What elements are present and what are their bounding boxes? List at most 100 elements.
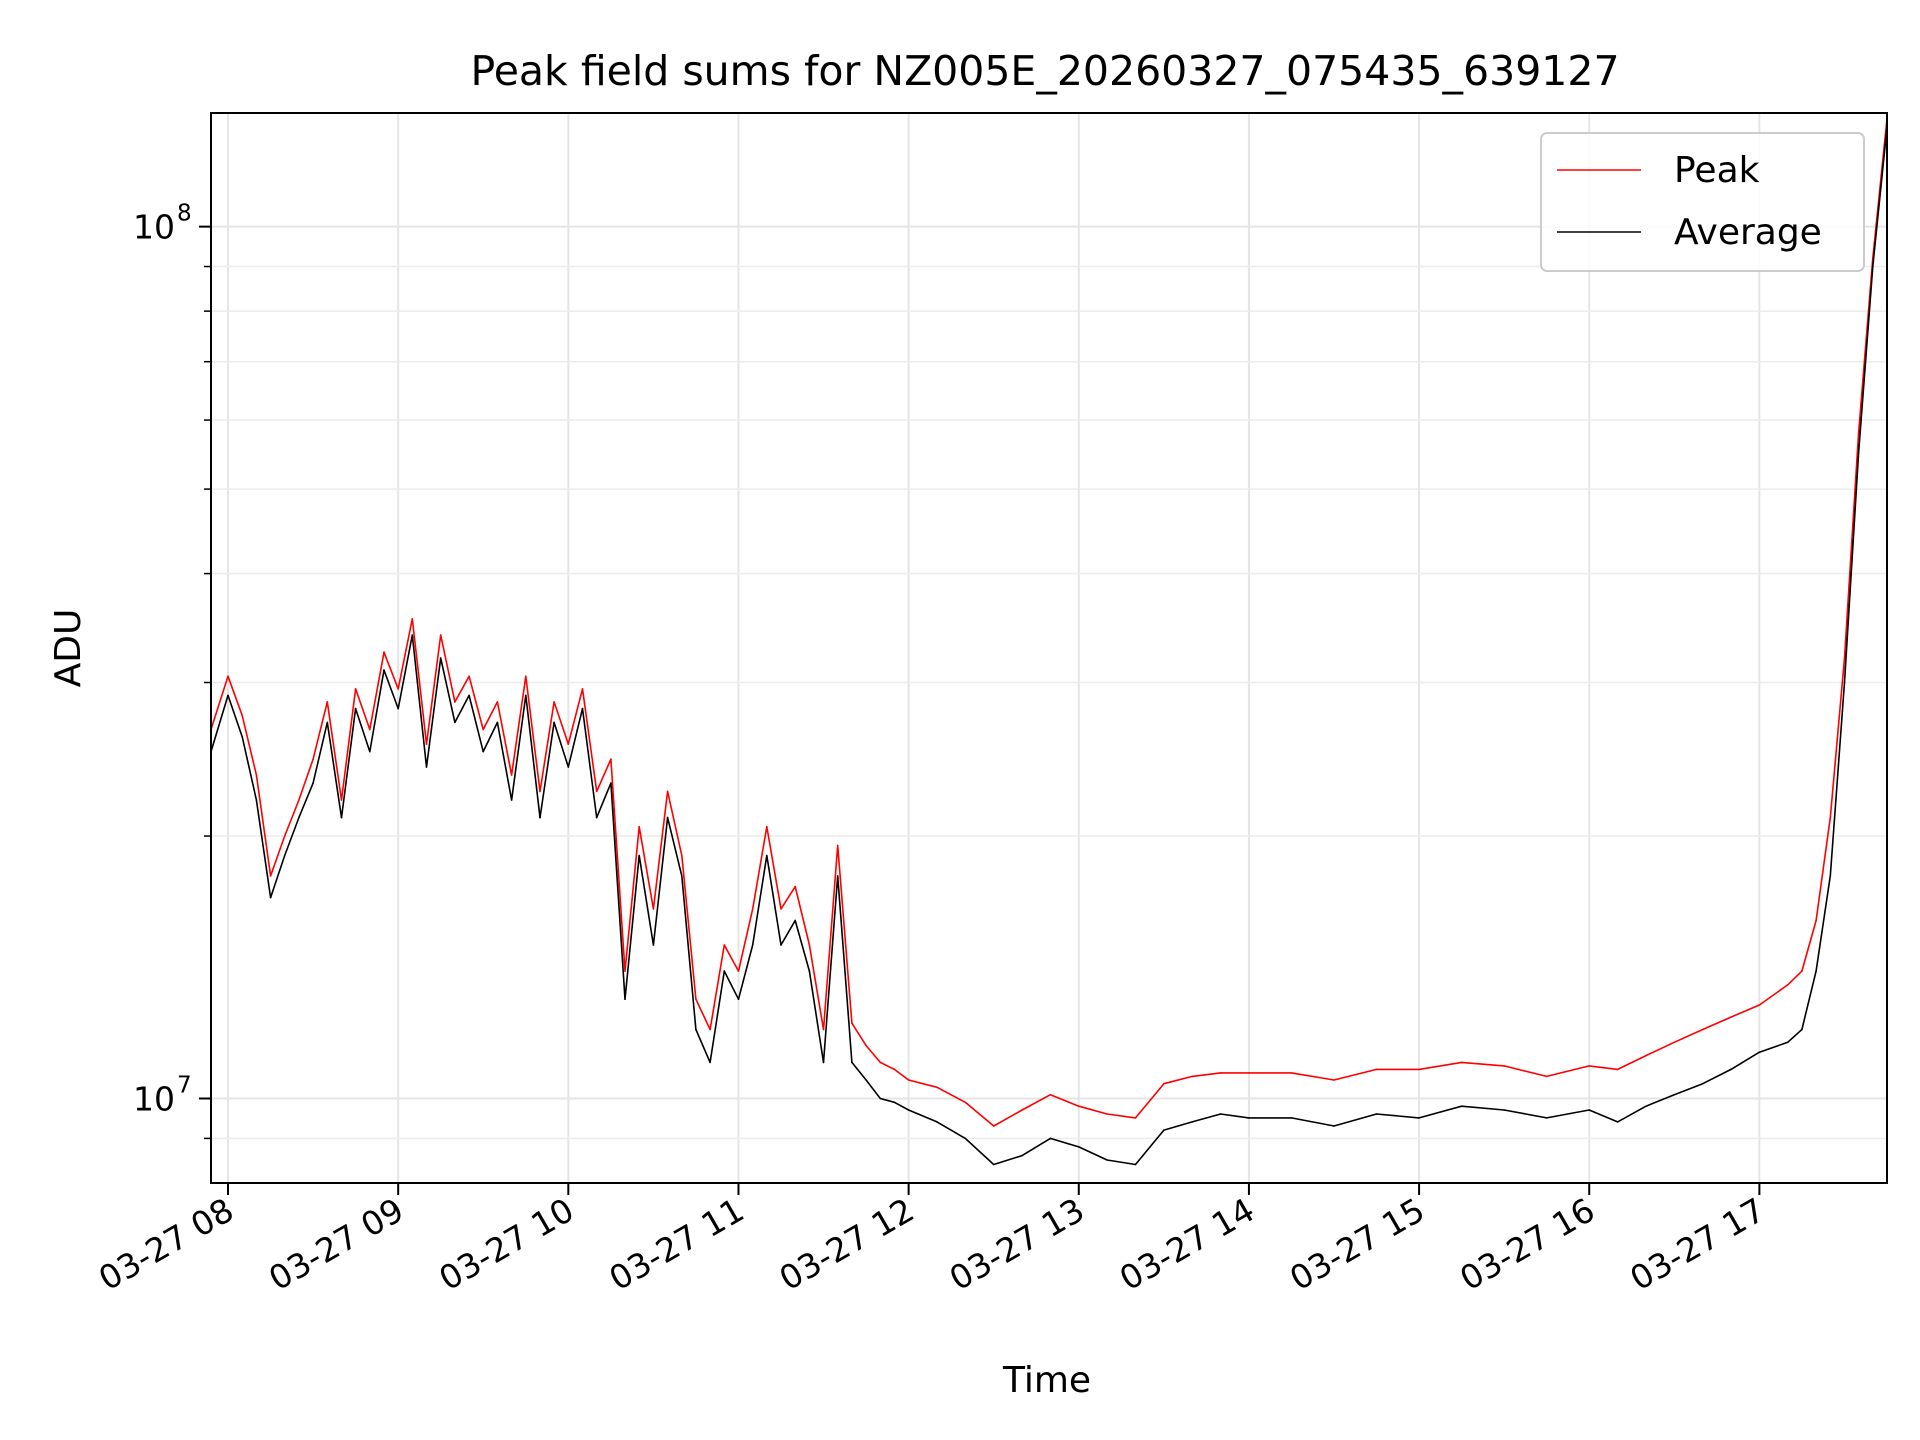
series-point-peak: [241, 714, 243, 717]
series-point-peak: [1191, 1075, 1193, 1078]
series-point-average: [1857, 452, 1860, 454]
series-point-average: [1843, 681, 1846, 684]
series-point-peak: [879, 1061, 882, 1064]
series-point-peak: [553, 701, 555, 703]
series-point-peak: [1645, 1054, 1647, 1057]
legend-label-average: Average: [1674, 212, 1822, 253]
y-tick-label-exponent: 8: [177, 201, 192, 227]
series-point-average: [1645, 1105, 1647, 1107]
series-point-peak: [610, 758, 612, 760]
series-point-peak: [1673, 1041, 1676, 1044]
series-point-peak: [397, 688, 400, 690]
series-point-peak: [1701, 1028, 1704, 1031]
series-point-peak: [836, 844, 839, 847]
series-point-average: [1872, 265, 1874, 268]
y-tick-label: 10: [133, 208, 175, 247]
series-point-peak: [1843, 657, 1846, 659]
series-point-average: [1503, 1109, 1505, 1111]
series-point-peak: [567, 743, 570, 745]
series-point-average: [681, 875, 683, 877]
series-point-peak: [1049, 1093, 1052, 1096]
series-point-peak: [326, 701, 329, 703]
series-point-peak: [369, 728, 371, 731]
series-point-peak: [1460, 1061, 1463, 1064]
series-point-average: [808, 970, 811, 972]
series-point-peak: [468, 675, 470, 678]
series-point-peak: [638, 825, 640, 828]
series-point-peak: [1078, 1105, 1080, 1107]
series-point-peak: [1857, 432, 1860, 434]
series-point-average: [1134, 1163, 1137, 1166]
series-point-peak: [1219, 1072, 1222, 1074]
series-point-average: [1248, 1117, 1250, 1119]
series-point-peak: [496, 701, 499, 703]
series-point-peak: [1829, 816, 1832, 819]
series-point-average: [1078, 1146, 1080, 1148]
series-point-average: [893, 1101, 896, 1104]
series-point-peak: [227, 675, 229, 678]
series-point-peak: [1333, 1079, 1335, 1081]
series-point-average: [255, 799, 258, 801]
series-point-peak: [1786, 984, 1789, 986]
series-point-peak: [936, 1086, 938, 1089]
series-point-peak: [1106, 1113, 1108, 1115]
series-point-peak: [822, 1028, 825, 1031]
series-point-average: [879, 1097, 882, 1100]
series-point-peak: [1730, 1016, 1732, 1018]
series-point-average: [1375, 1113, 1378, 1115]
series-point-peak: [893, 1068, 896, 1071]
series-point-average: [241, 735, 243, 738]
series-point-average: [397, 707, 400, 710]
series-point-peak: [1503, 1065, 1505, 1067]
series-point-average: [695, 1028, 697, 1031]
series-point-peak: [709, 1028, 711, 1031]
series-point-average: [1730, 1068, 1732, 1071]
series-point-peak: [1248, 1072, 1250, 1074]
series-point-peak: [865, 1044, 867, 1047]
series-point-average: [964, 1137, 967, 1140]
series-point-peak: [964, 1101, 967, 1104]
series-point-average: [1588, 1109, 1590, 1111]
series-point-peak: [766, 825, 768, 828]
series-point-peak: [595, 790, 598, 793]
series-point-peak: [1021, 1109, 1023, 1111]
series-point-average: [1815, 970, 1817, 972]
series-point-average: [298, 816, 300, 819]
plot-area: [211, 113, 1887, 1183]
series-point-peak: [751, 908, 754, 910]
series-point-peak: [992, 1125, 995, 1127]
series-point-average: [595, 816, 598, 819]
series-point-average: [1545, 1117, 1548, 1119]
y-axis-label: ADU: [48, 609, 89, 688]
series-point-average: [439, 657, 442, 659]
series-point-average: [624, 998, 626, 1000]
series-layer: [210, 117, 1888, 1166]
series-point-average: [936, 1121, 938, 1123]
series-point-average: [383, 669, 385, 671]
series-point-peak: [581, 688, 584, 690]
series-point-peak: [454, 701, 456, 703]
legend-label-peak: Peak: [1674, 150, 1760, 191]
series-point-peak: [510, 774, 513, 776]
series-point-average: [340, 816, 343, 819]
series-point-average: [1163, 1129, 1165, 1131]
series-point-average: [1219, 1113, 1222, 1115]
series-point-peak: [780, 908, 782, 910]
series-point-average: [851, 1061, 853, 1064]
series-point-average: [468, 694, 470, 697]
series-point-average: [425, 766, 428, 768]
series-point-average: [326, 721, 329, 724]
series-point-average: [780, 944, 782, 946]
series-point-average: [1786, 1041, 1789, 1044]
series-point-peak: [851, 1022, 853, 1024]
series-point-average: [865, 1079, 867, 1081]
series-point-average: [553, 721, 555, 724]
series-point-peak: [1290, 1072, 1293, 1074]
series-point-peak: [1616, 1068, 1619, 1071]
series-point-peak: [907, 1079, 910, 1081]
series-point-average: [1418, 1117, 1420, 1119]
series-line-peak: [210, 118, 1888, 1127]
series-point-average: [454, 721, 456, 724]
